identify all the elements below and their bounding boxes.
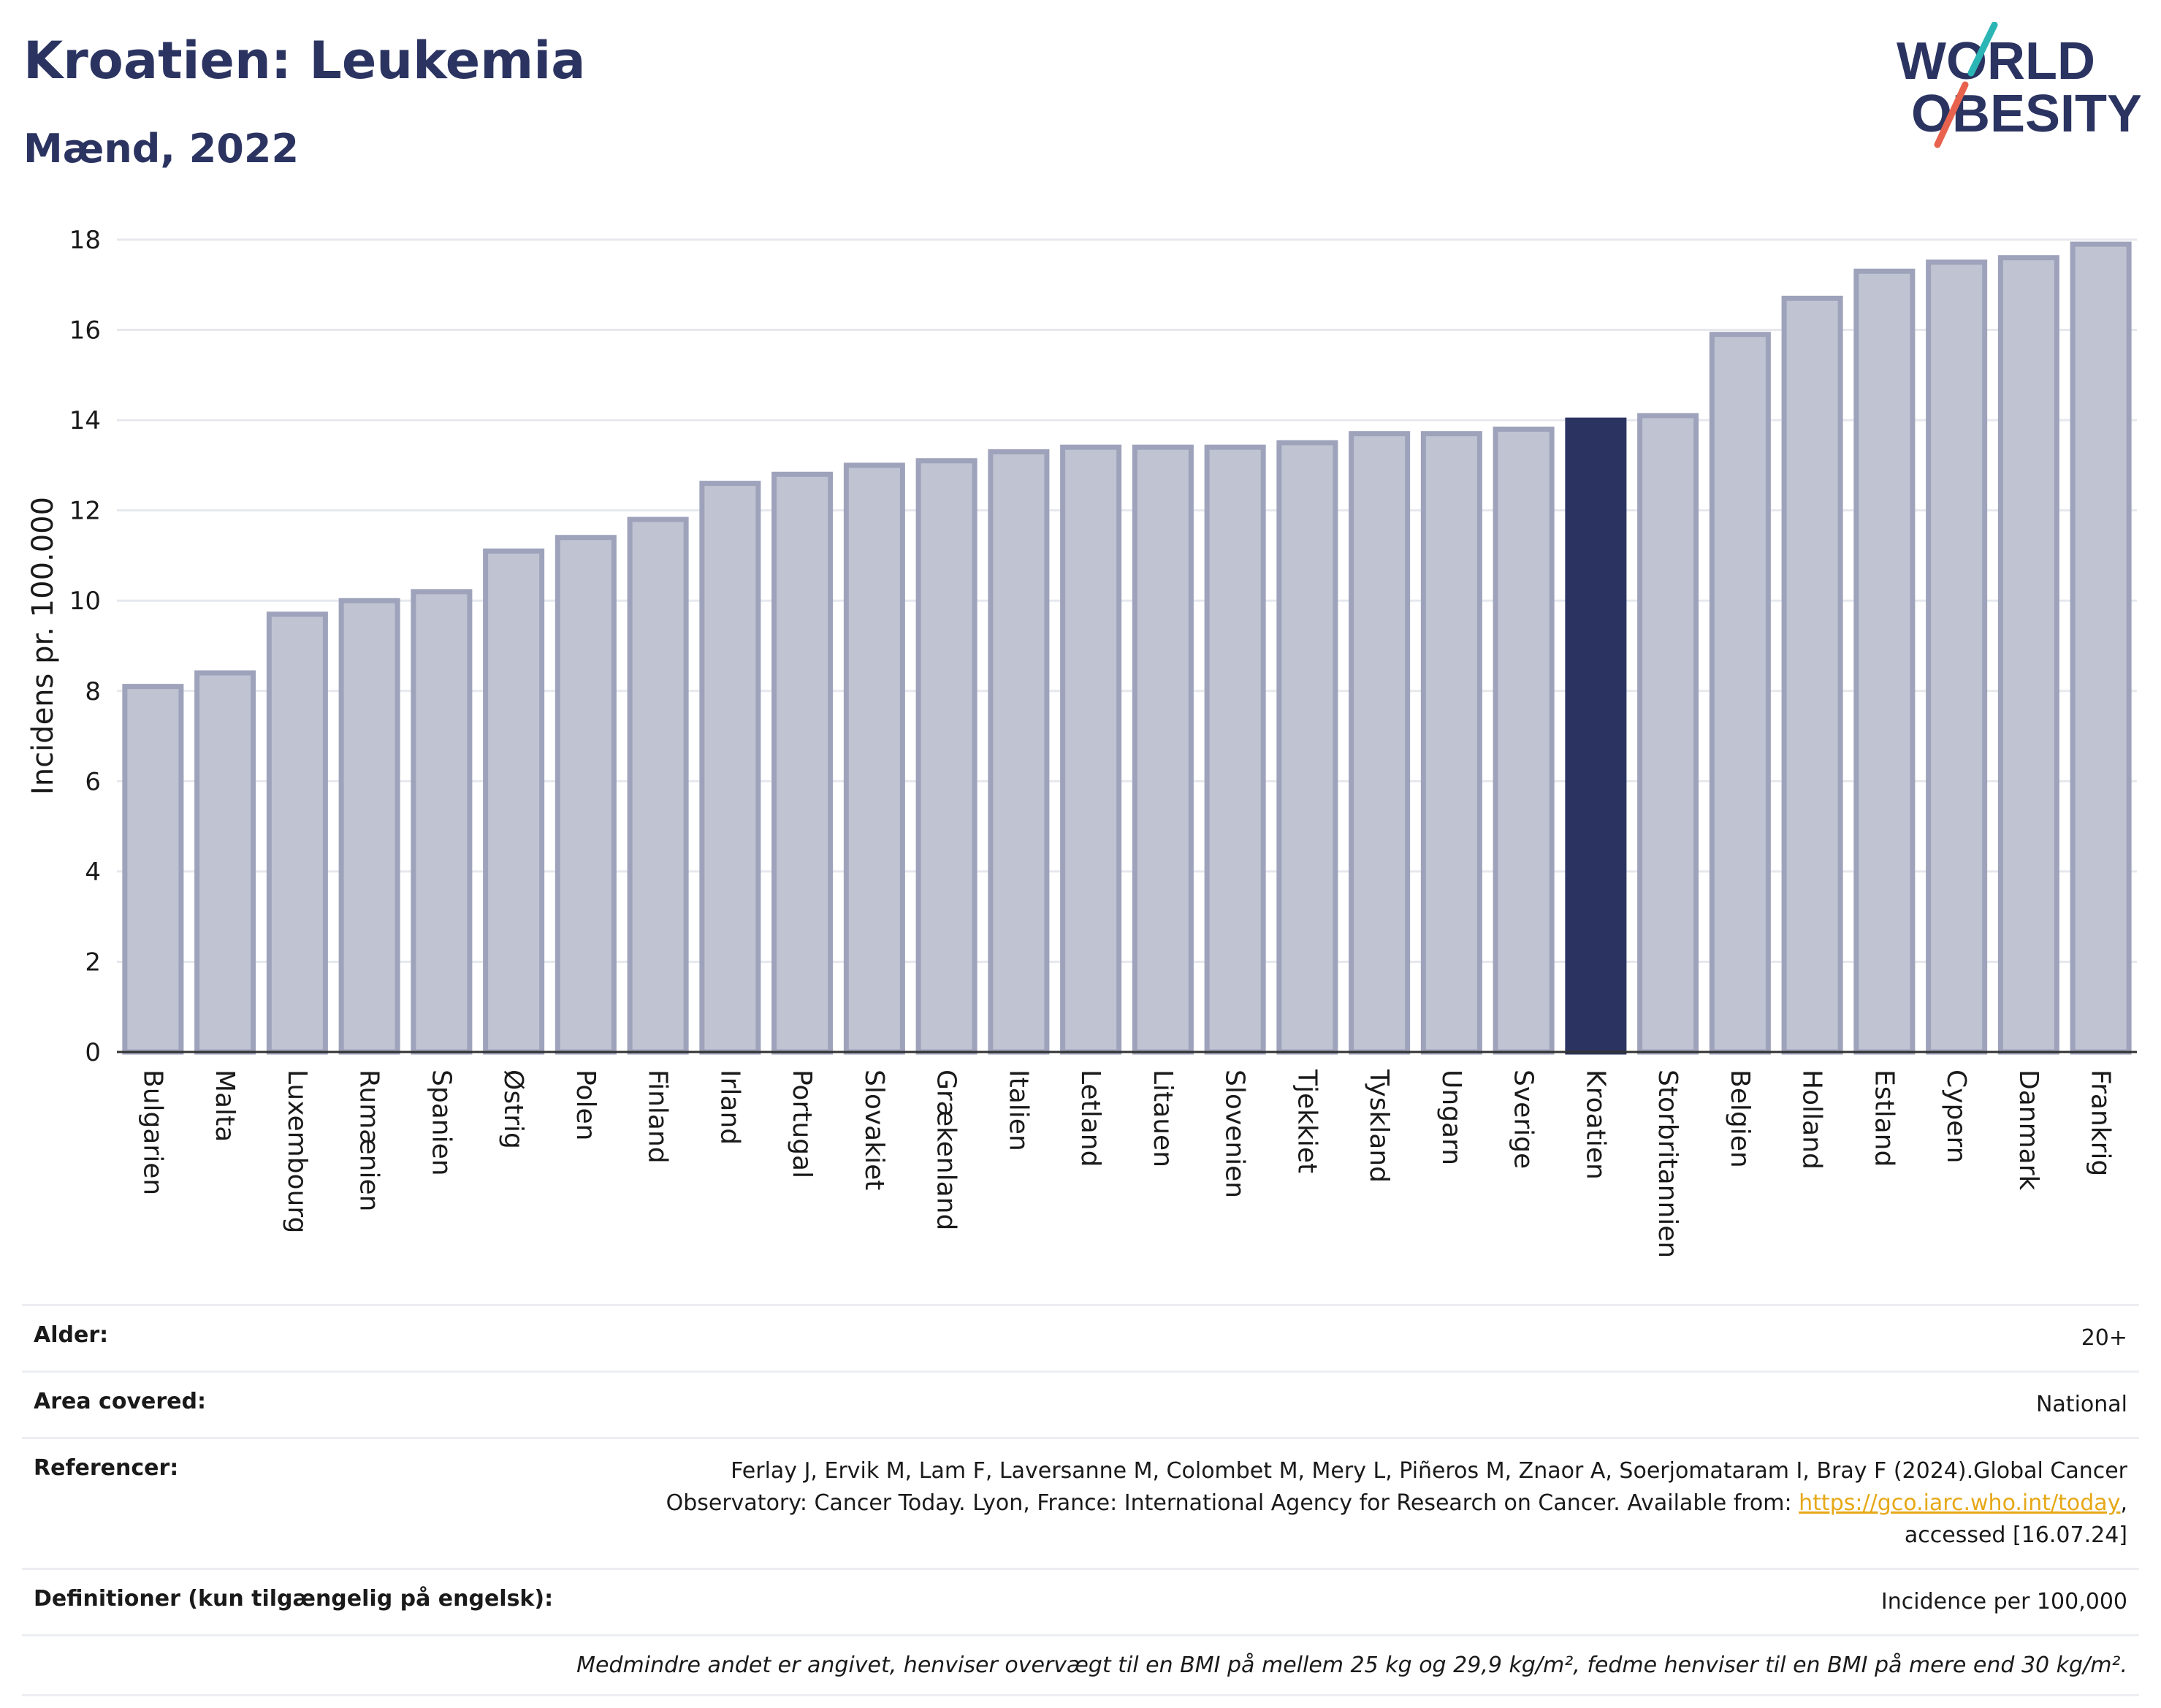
meta-label: Definitioner (kun tilgængelig på engelsk… (34, 1586, 554, 1612)
x-tick-label: Ungarn (1436, 1070, 1466, 1165)
x-tick-label: Belgien (1725, 1070, 1755, 1168)
y-tick-label: 8 (85, 677, 101, 706)
meta-value: Ferlay J, Ervik M, Lam F, Laversanne M, … (630, 1455, 2127, 1552)
x-tick-label: Tyskland (1364, 1069, 1394, 1183)
x-tick-label: Litauen (1148, 1070, 1178, 1167)
y-tick-label: 16 (69, 316, 101, 346)
x-tick-label: Rumænien (354, 1070, 384, 1211)
page-subtitle: Mænd, 2022 (23, 126, 300, 172)
y-tick-label: 14 (69, 406, 101, 435)
metadata-table: Alder: 20+ Area covered: National Refere… (22, 1304, 2139, 1696)
bar-tjekkiet (1276, 440, 1338, 1055)
reference-text: Ferlay J, Ervik M, Lam F, Laversanne M, … (666, 1458, 2127, 1516)
bar-østrig (483, 548, 545, 1055)
meta-value: Incidence per 100,000 (1880, 1589, 2127, 1614)
meta-row-references: Referencer: Ferlay J, Ervik M, Lam F, La… (22, 1439, 2139, 1570)
y-axis-ticks: 0 2 4 6 8 10 12 14 16 18 (69, 226, 101, 1067)
x-tick-label: Storbritannien (1653, 1070, 1682, 1258)
x-tick-label: Grækenland (931, 1070, 961, 1230)
meta-row-age: Alder: 20+ (22, 1304, 2139, 1373)
x-tick-label: Portugal (787, 1070, 817, 1178)
meta-value: National (2035, 1392, 2127, 1417)
bar-chart: 0 2 4 6 8 10 12 14 16 18 Bulgarien Malta Luxembourg… (26, 226, 2137, 1258)
x-tick-label: Slovenien (1220, 1070, 1250, 1198)
bar-belgien (1709, 332, 1771, 1055)
bar-tyskland (1349, 431, 1411, 1055)
reference-link[interactable]: https://gco.iarc.who.int/today (1799, 1490, 2121, 1516)
bar-polen (554, 535, 617, 1055)
bar-cypern (1926, 259, 1988, 1055)
bar-grækenland (915, 458, 977, 1055)
x-tick-label: Irland (714, 1070, 744, 1145)
y-tick-label: 2 (85, 948, 101, 977)
y-tick-label: 10 (69, 587, 101, 616)
x-tick-label: Italien (1003, 1070, 1033, 1151)
bar-bulgarien (122, 684, 184, 1055)
bar-malta (194, 670, 256, 1055)
y-tick-label: 12 (69, 497, 101, 526)
bar-slovakiet (843, 462, 905, 1055)
bar-portugal (771, 471, 834, 1055)
meta-label: Alder: (34, 1322, 109, 1348)
bar-frankrig (2070, 241, 2132, 1055)
x-tick-label: Finland (643, 1070, 673, 1164)
y-tick-label: 4 (85, 858, 101, 887)
logo-slash-teal (1967, 22, 1998, 77)
x-tick-label: Spanien (426, 1070, 456, 1176)
bar-letland (1060, 444, 1122, 1055)
bar-danmark (1997, 255, 2059, 1055)
x-axis-labels: Bulgarien Malta Luxembourg Rumænien Spanien Ø… (137, 1069, 2115, 1258)
meta-row-definitions: Definitioner (kun tilgængelig på engelsk… (22, 1570, 2139, 1636)
bar-storbritannien (1637, 413, 1699, 1055)
bar-spanien (411, 589, 473, 1055)
world-obesity-logo: WORLD OBESITY (1897, 22, 2141, 148)
x-tick-label: Slovakiet (859, 1070, 889, 1190)
bar-holland (1781, 295, 1843, 1055)
bar-finland (627, 516, 689, 1055)
x-tick-label: Polen (571, 1070, 601, 1140)
bar-ungarn (1420, 431, 1482, 1055)
x-tick-label: Estland (1869, 1070, 1899, 1167)
bar-sverige (1493, 426, 1555, 1055)
x-tick-label: Holland (1797, 1070, 1827, 1170)
bar-italien (988, 449, 1050, 1055)
x-tick-label: Østrig (498, 1070, 528, 1149)
y-axis-label: Incidens pr. 100.000 (26, 497, 60, 795)
bar-luxembourg (266, 611, 328, 1055)
x-tick-label: Sverige (1509, 1070, 1539, 1169)
x-tick-label: Frankrig (2086, 1070, 2116, 1176)
y-tick-label: 6 (85, 767, 101, 796)
bar-slovenien (1204, 444, 1266, 1055)
meta-label: Area covered: (34, 1389, 206, 1414)
bars (122, 241, 2132, 1055)
bmi-note: Medmindre andet er angivet, henviser ove… (576, 1652, 2127, 1678)
x-tick-label: Tjekkiet (1292, 1069, 1322, 1173)
meta-label: Referencer: (34, 1455, 179, 1481)
bar-rumænien (338, 598, 400, 1055)
x-tick-label: Kroatien (1580, 1070, 1610, 1180)
x-tick-label: Malta (210, 1070, 240, 1142)
meta-value: 20+ (2081, 1325, 2127, 1351)
x-tick-label: Letland (1075, 1070, 1105, 1167)
x-tick-label: Danmark (2013, 1070, 2043, 1191)
logo-slash-coral (1934, 81, 1969, 148)
x-tick-label: Bulgarien (137, 1070, 167, 1195)
bar-irland (699, 481, 761, 1055)
page-title: Kroatien: Leukemia (23, 31, 586, 91)
x-tick-label: Luxembourg (282, 1070, 312, 1233)
x-tick-label: Cypern (1941, 1070, 1971, 1163)
meta-row-note: Medmindre andet er angivet, henviser ove… (22, 1636, 2139, 1696)
meta-row-area: Area covered: National (22, 1373, 2139, 1439)
bar-estland (1853, 268, 1916, 1055)
bar-highlight-kroatien (1565, 417, 1627, 1055)
logo-line1: WORLD (1897, 32, 2095, 91)
y-tick-label: 0 (85, 1038, 101, 1067)
reference-accessed: , accessed [16.07.24] (1904, 1490, 2127, 1548)
y-tick-label: 18 (69, 226, 101, 255)
bar-litauen (1132, 444, 1194, 1055)
